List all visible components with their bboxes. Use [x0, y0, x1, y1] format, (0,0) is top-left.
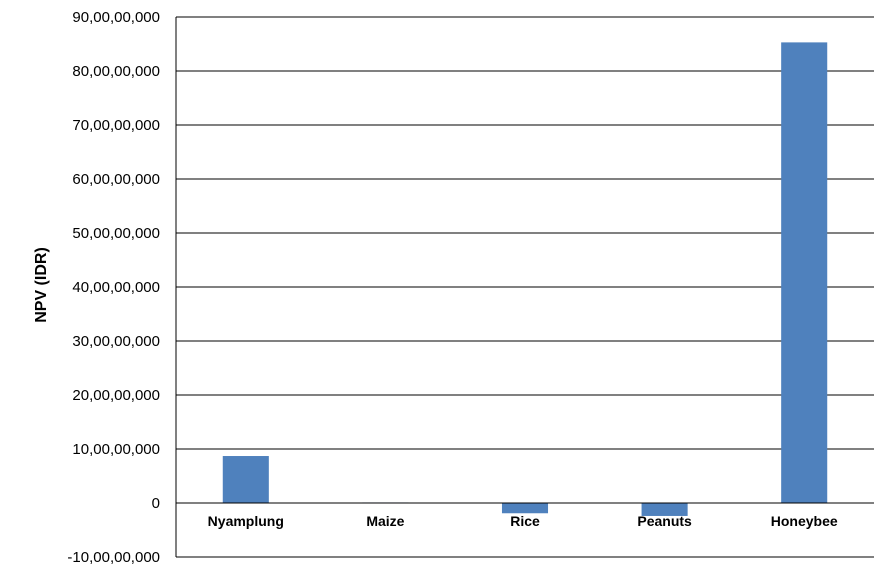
bar — [222, 456, 269, 503]
y-tick-label: 40,00,00,000 — [72, 279, 160, 296]
bar — [781, 42, 828, 503]
bars — [222, 42, 828, 516]
gridlines — [176, 16, 874, 504]
x-category-label: Nyamplung — [208, 513, 284, 529]
y-tick-label: 20,00,00,000 — [72, 387, 160, 404]
y-tick-label: 70,00,00,000 — [72, 117, 160, 134]
y-tick-labels: -10,00,00,000 0 10,00,00,000 20,00,00,000 30… — [67, 9, 160, 566]
x-category-labels: Nyamplung Maize Rice Peanuts Honeybee — [208, 513, 838, 529]
y-tick-label: 60,00,00,000 — [72, 171, 160, 188]
y-tick-label: 0 — [152, 495, 160, 512]
x-category-label: Peanuts — [637, 513, 692, 529]
bar — [641, 503, 688, 516]
bar — [501, 503, 549, 514]
y-tick-label: 30,00,00,000 — [72, 333, 160, 350]
x-category-label: Rice — [510, 513, 540, 529]
y-tick-label: 10,00,00,000 — [72, 441, 160, 458]
axes — [175, 17, 874, 558]
y-tick-label: -10,00,00,000 — [67, 549, 160, 566]
x-category-label: Maize — [366, 513, 404, 529]
x-category-label: Honeybee — [771, 513, 838, 529]
y-axis-title: NPV (IDR) — [33, 247, 50, 323]
y-tick-label: 80,00,00,000 — [72, 63, 160, 80]
y-tick-label: 50,00,00,000 — [72, 225, 160, 242]
y-tick-label: 90,00,00,000 — [72, 9, 160, 26]
